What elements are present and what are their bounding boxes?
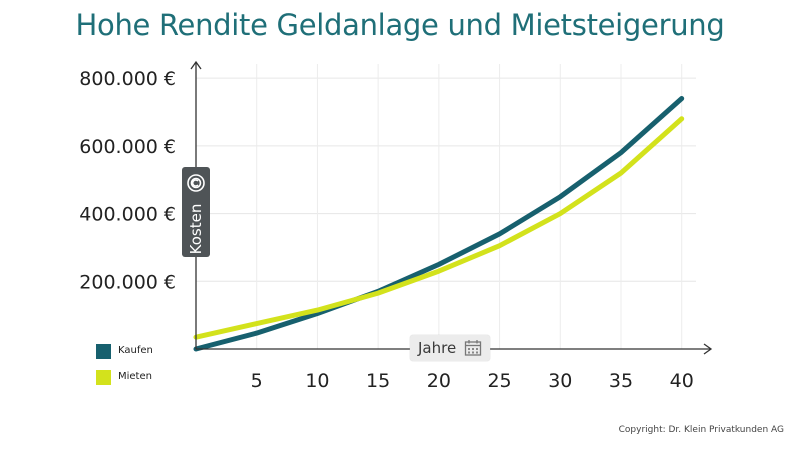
x-tick-labels: 5 10 15 20 25 30 35 40 (251, 370, 694, 392)
coin-icon (187, 174, 205, 192)
axes (190, 60, 713, 355)
x-tick-label: 20 (427, 370, 451, 392)
y-axis-arrow (190, 60, 202, 70)
y-axis-label-box: Kosten (182, 167, 210, 257)
series-line-kaufen (193, 96, 685, 352)
x-tick-label: 25 (487, 370, 511, 392)
legend-swatch-mieten (96, 370, 111, 385)
x-tick-label: 30 (548, 370, 572, 392)
y-tick-label: 400.000 € (79, 204, 176, 226)
x-axis-label-box: Jahre (410, 335, 490, 361)
series-line-mieten (193, 116, 685, 340)
y-tick-label: 200.000 € (79, 271, 176, 293)
legend-label-mieten: Mieten (118, 371, 152, 382)
x-axis-arrow (703, 343, 713, 355)
y-tick-labels: 200.000 € 400.000 € 600.000 € 800.000 € (79, 68, 176, 293)
copyright-notice: Copyright: Dr. Klein Privatkunden AG (618, 425, 784, 435)
y-axis-label: Kosten (187, 203, 205, 255)
calendar-icon (464, 340, 482, 356)
series-lines (193, 96, 685, 352)
legend-swatch-kaufen (96, 344, 111, 359)
y-tick-label: 600.000 € (79, 136, 176, 158)
x-tick-label: 10 (305, 370, 329, 392)
x-tick-label: 15 (366, 370, 390, 392)
chart-title: Hohe Rendite Geldanlage und Mietsteigeru… (75, 8, 725, 42)
x-tick-label: 40 (670, 370, 694, 392)
x-axis-label: Jahre (418, 339, 457, 357)
grid-lines (196, 64, 696, 349)
legend-label-kaufen: Kaufen (118, 345, 153, 356)
y-tick-label: 800.000 € (79, 68, 176, 90)
x-tick-label: 35 (609, 370, 633, 392)
x-tick-label: 5 (251, 370, 263, 392)
